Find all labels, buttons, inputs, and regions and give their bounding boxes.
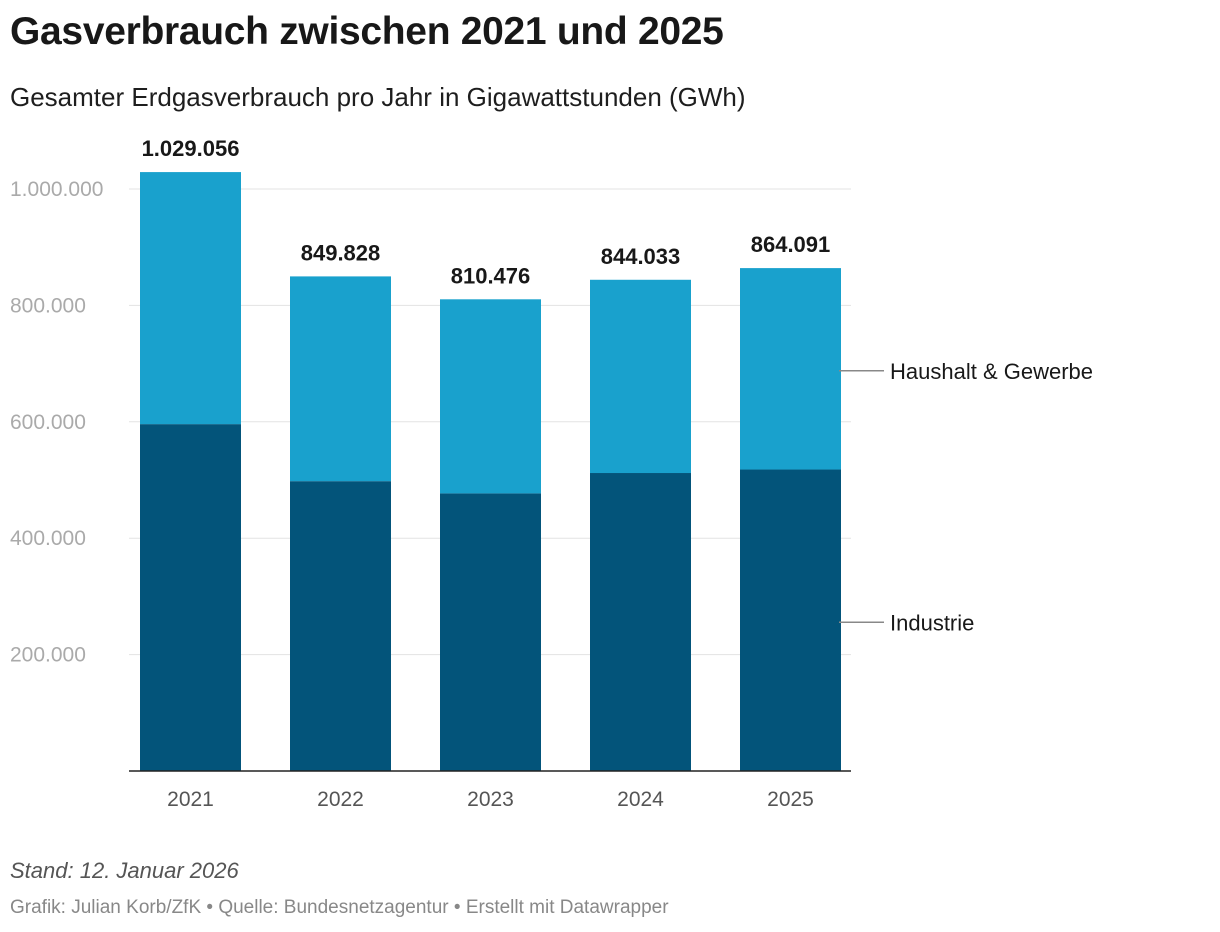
bar-haushalt-gewerbe-2024: [590, 279, 691, 474]
series-labels: Industrie Haushalt & Gewerbe: [839, 359, 1093, 635]
x-tick-label: 2025: [767, 788, 814, 811]
legend-label-haushalt-gewerbe: Haushalt & Gewerbe: [890, 359, 1093, 384]
bar-industrie-2025: [740, 469, 841, 771]
legend-label-industrie: Industrie: [890, 610, 974, 635]
chart-title: Gasverbrauch zwischen 2021 und 2025: [10, 10, 724, 53]
total-label: 844.033: [601, 244, 681, 269]
x-tick-label: 2023: [467, 788, 514, 811]
y-tick-label: 1.000.000: [10, 178, 103, 201]
y-tick-label: 600.000: [10, 411, 86, 434]
bar-industrie-2022: [290, 481, 391, 771]
x-axis-labels: 2021 2022 2023 2024 2025: [167, 788, 814, 811]
total-value-labels: 1.029.056 849.828 810.476 844.033 864.091: [142, 136, 831, 288]
y-tick-label: 800.000: [10, 294, 86, 317]
y-tick-label: 400.000: [10, 527, 86, 550]
bar-haushalt-gewerbe-2025: [740, 268, 841, 470]
x-tick-label: 2021: [167, 788, 214, 811]
bars: [140, 172, 841, 771]
bar-industrie-2023: [440, 493, 541, 771]
total-label: 810.476: [451, 263, 531, 288]
x-tick-label: 2024: [617, 788, 664, 811]
chart-subtitle: Gesamter Erdgasverbrauch pro Jahr in Gig…: [10, 82, 746, 112]
bar-haushalt-gewerbe-2021: [140, 172, 241, 425]
source-credits: Grafik: Julian Korb/ZfK • Quelle: Bundes…: [10, 897, 669, 918]
total-label: 849.828: [301, 240, 381, 265]
stand-note: Stand: 12. Januar 2026: [10, 858, 239, 883]
x-tick-label: 2022: [317, 788, 364, 811]
bar-industrie-2024: [590, 473, 691, 771]
bar-industrie-2021: [140, 424, 241, 771]
y-tick-label: 200.000: [10, 644, 86, 667]
stacked-bar-chart: 200.000 400.000 600.000 800.000 1.000.000 20…: [10, 136, 1093, 811]
total-label: 864.091: [751, 232, 831, 257]
y-axis-ticks: 200.000 400.000 600.000 800.000 1.000.000: [10, 178, 103, 667]
total-label: 1.029.056: [142, 136, 240, 161]
bar-haushalt-gewerbe-2023: [440, 299, 541, 494]
bar-haushalt-gewerbe-2022: [290, 276, 391, 482]
